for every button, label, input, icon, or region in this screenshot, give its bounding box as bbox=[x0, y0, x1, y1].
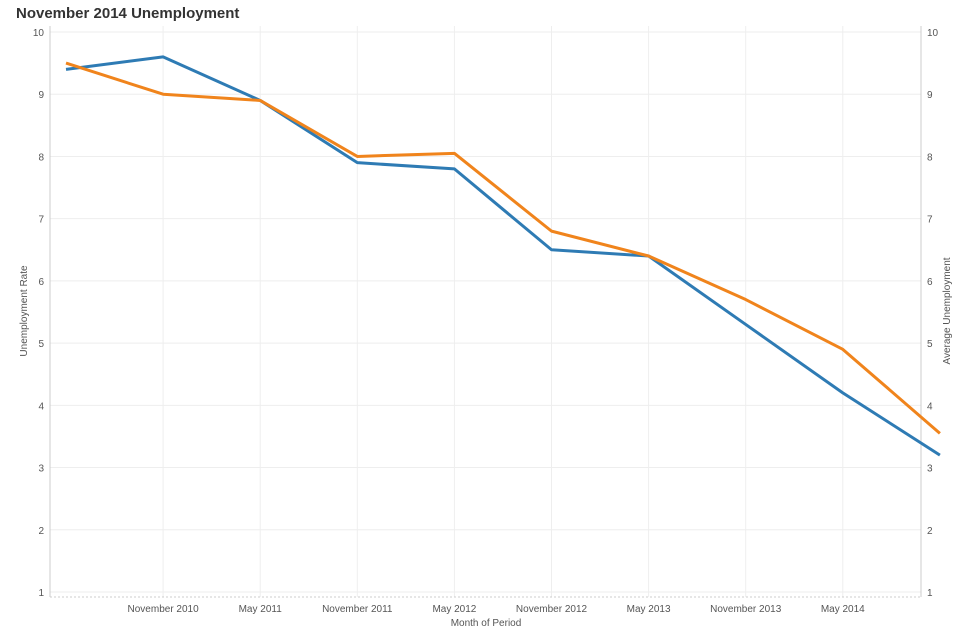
grid bbox=[50, 26, 921, 597]
y-tick-label-right: 5 bbox=[927, 339, 933, 350]
x-tick-label: May 2011 bbox=[239, 604, 283, 615]
y-tick-label-right: 6 bbox=[927, 277, 933, 288]
x-ticks: November 2010 May 2011 November 2011 May 20… bbox=[128, 604, 866, 615]
y-tick-label-left: 6 bbox=[38, 277, 44, 288]
x-tick-label: November 2010 bbox=[128, 604, 200, 615]
y-tick-label-right: 2 bbox=[927, 526, 933, 537]
y-tick-label-left: 10 bbox=[33, 28, 45, 39]
y-ticks-left: 1 2 3 4 5 6 7 8 9 10 bbox=[33, 28, 45, 599]
x-tick-label: May 2014 bbox=[821, 604, 865, 615]
y-axis-title-right: Average Unemployment bbox=[942, 257, 953, 364]
y-tick-label-right: 9 bbox=[927, 90, 933, 101]
y-axis-title-left: Unemployment Rate bbox=[19, 265, 30, 357]
y-tick-label-left: 1 bbox=[38, 588, 44, 599]
x-tick-label: November 2013 bbox=[710, 604, 782, 615]
y-tick-label-right: 1 bbox=[927, 588, 933, 599]
y-tick-label-right: 10 bbox=[927, 28, 939, 39]
y-tick-label-left: 4 bbox=[38, 401, 44, 412]
x-tick-label: November 2011 bbox=[322, 604, 393, 615]
series-layer bbox=[65, 55, 941, 457]
y-tick-label-right: 4 bbox=[927, 401, 933, 412]
x-tick-label: November 2012 bbox=[516, 604, 588, 615]
y-tick-label-left: 3 bbox=[38, 464, 44, 475]
y-tick-label-left: 9 bbox=[38, 90, 44, 101]
y-tick-label-left: 5 bbox=[38, 339, 44, 350]
y-ticks-right: 1 2 3 4 5 6 7 8 9 10 bbox=[927, 28, 939, 599]
chart-title: November 2014 Unemployment bbox=[16, 5, 240, 22]
x-tick-label: May 2012 bbox=[432, 604, 476, 615]
y-tick-label-right: 7 bbox=[927, 215, 933, 226]
series-line-2 bbox=[65, 61, 941, 435]
series-line-1 bbox=[65, 55, 941, 457]
x-axis-title: Month of Period bbox=[451, 618, 522, 629]
y-tick-label-right: 3 bbox=[927, 464, 933, 475]
y-tick-label-left: 2 bbox=[38, 526, 44, 537]
y-tick-label-left: 8 bbox=[38, 152, 44, 163]
x-tick-label: May 2013 bbox=[627, 604, 671, 615]
y-tick-label-right: 8 bbox=[927, 152, 933, 163]
y-tick-label-left: 7 bbox=[38, 215, 44, 226]
